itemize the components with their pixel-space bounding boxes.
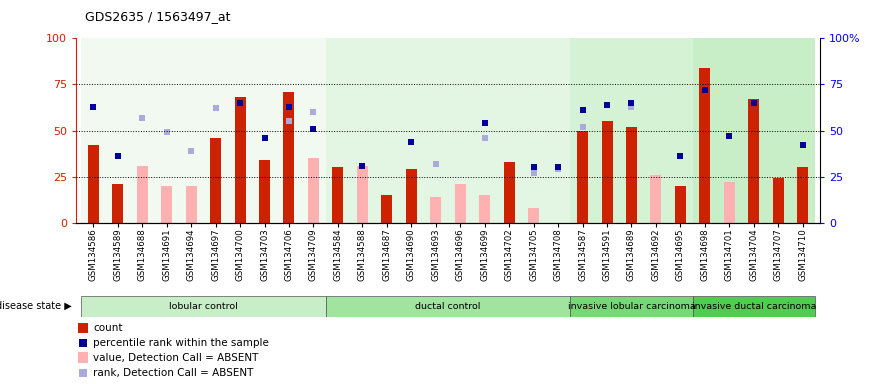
- Bar: [700, 68, 711, 223]
- Bar: [455, 184, 466, 223]
- Bar: [325, 38, 571, 223]
- Bar: [382, 195, 392, 223]
- Text: invasive lobular carcinoma: invasive lobular carcinoma: [567, 302, 695, 311]
- Bar: [283, 92, 295, 223]
- Bar: [797, 167, 808, 223]
- Bar: [479, 195, 490, 223]
- Bar: [79, 353, 88, 363]
- Bar: [210, 138, 221, 223]
- Bar: [528, 208, 539, 223]
- Bar: [601, 121, 613, 223]
- Bar: [724, 182, 735, 223]
- Bar: [81, 38, 325, 223]
- Bar: [577, 131, 588, 223]
- Bar: [748, 99, 759, 223]
- Bar: [772, 179, 784, 223]
- Bar: [772, 179, 784, 223]
- Bar: [325, 296, 571, 317]
- Bar: [137, 166, 148, 223]
- Bar: [357, 166, 368, 223]
- Text: invasive ductal carcinoma: invasive ductal carcinoma: [692, 302, 816, 311]
- Bar: [626, 127, 637, 223]
- Bar: [650, 175, 661, 223]
- Text: percentile rank within the sample: percentile rank within the sample: [93, 338, 269, 348]
- Bar: [504, 162, 514, 223]
- Bar: [430, 197, 441, 223]
- Bar: [259, 160, 270, 223]
- Text: ductal control: ductal control: [416, 302, 480, 311]
- Text: lobular control: lobular control: [169, 302, 237, 311]
- Text: GDS2635 / 1563497_at: GDS2635 / 1563497_at: [85, 10, 230, 23]
- Bar: [571, 296, 693, 317]
- Bar: [235, 98, 246, 223]
- Text: value, Detection Call = ABSENT: value, Detection Call = ABSENT: [93, 353, 259, 363]
- Bar: [406, 169, 417, 223]
- Text: rank, Detection Call = ABSENT: rank, Detection Call = ABSENT: [93, 368, 254, 378]
- Bar: [79, 323, 88, 333]
- Bar: [571, 38, 693, 223]
- Bar: [185, 186, 196, 223]
- Bar: [161, 186, 172, 223]
- Bar: [332, 167, 343, 223]
- Bar: [81, 296, 325, 317]
- Bar: [675, 186, 686, 223]
- Bar: [88, 145, 99, 223]
- Bar: [693, 296, 815, 317]
- Bar: [112, 184, 124, 223]
- Text: disease state ▶: disease state ▶: [0, 301, 72, 311]
- Bar: [308, 158, 319, 223]
- Bar: [693, 38, 815, 223]
- Text: count: count: [93, 323, 123, 333]
